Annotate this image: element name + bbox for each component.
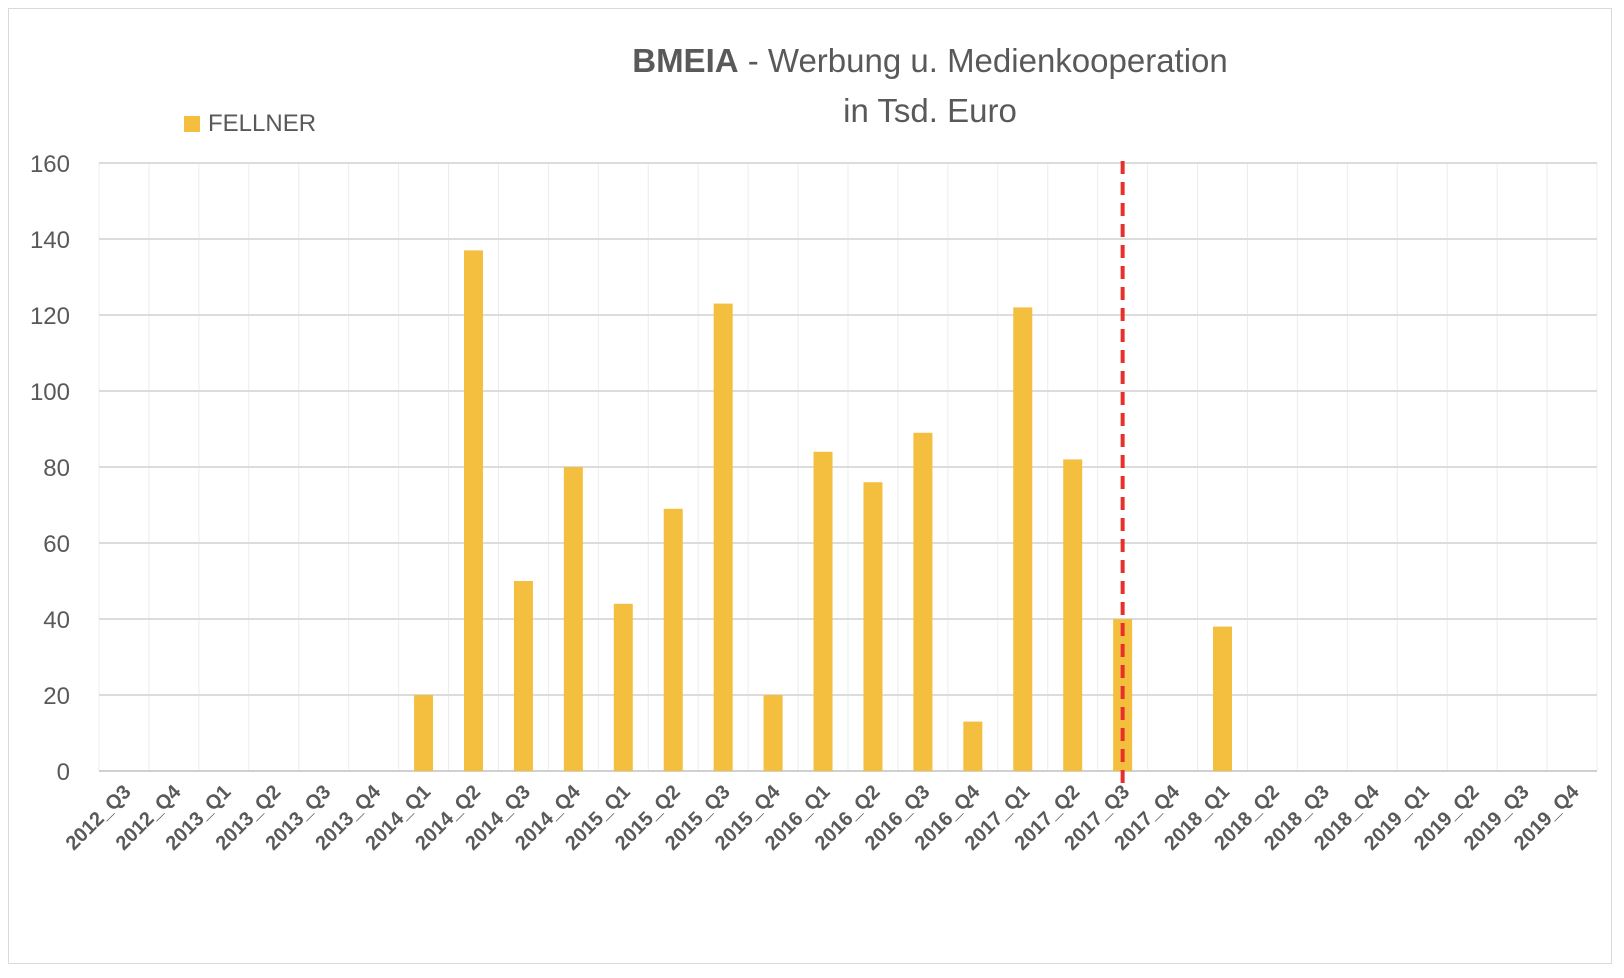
bar-2016_Q2	[863, 482, 883, 771]
bar-2014_Q4	[563, 467, 583, 771]
chart-title-rest: - Werbung u. Medienkooperation	[738, 42, 1228, 79]
bar-2016_Q1	[813, 451, 833, 771]
bar-2014_Q2	[464, 250, 483, 771]
bar-2015_Q2	[663, 508, 683, 771]
y-tick-label: 160	[30, 151, 70, 178]
y-tick-label: 20	[43, 683, 70, 710]
bar-2018_Q1	[1213, 626, 1232, 771]
chart-frame	[8, 8, 1612, 964]
legend-swatch	[184, 116, 200, 132]
chart-title-line1: BMEIA - Werbung u. Medienkooperation	[560, 36, 1300, 86]
y-tick-label: 0	[57, 759, 70, 786]
bar-2014_Q1	[414, 695, 434, 771]
chart-title: BMEIA - Werbung u. Medienkooperation in …	[560, 36, 1300, 136]
bar-2017_Q1	[1013, 307, 1033, 771]
bar-2015_Q4	[763, 695, 783, 771]
y-tick-label: 140	[30, 227, 70, 254]
chart-title-bold: BMEIA	[632, 42, 739, 79]
bar-2017_Q2	[1063, 459, 1083, 771]
bar-2014_Q3	[513, 581, 533, 771]
y-axis-ticks: 0 20 40 60 80 100 120 140 160	[30, 151, 70, 786]
bar-2016_Q4	[963, 721, 983, 771]
y-tick-label: 100	[30, 379, 70, 406]
bar-layer	[414, 250, 1232, 771]
bar-2015_Q1	[613, 603, 633, 771]
y-tick-label: 40	[43, 607, 70, 634]
y-tick-label: 60	[43, 531, 70, 558]
y-tick-label: 80	[43, 455, 70, 482]
chart-title-line2: in Tsd. Euro	[843, 92, 1017, 129]
x-axis-ticks: 2012_Q32012_Q42013_Q12013_Q22013_Q32013_…	[62, 780, 1584, 854]
bar-2015_Q3	[713, 303, 733, 771]
grid-layer	[98, 162, 1598, 772]
bar-2016_Q3	[913, 432, 933, 771]
legend-label: FELLNER	[208, 110, 317, 137]
y-tick-label: 120	[30, 303, 70, 330]
legend: FELLNER	[184, 110, 316, 138]
